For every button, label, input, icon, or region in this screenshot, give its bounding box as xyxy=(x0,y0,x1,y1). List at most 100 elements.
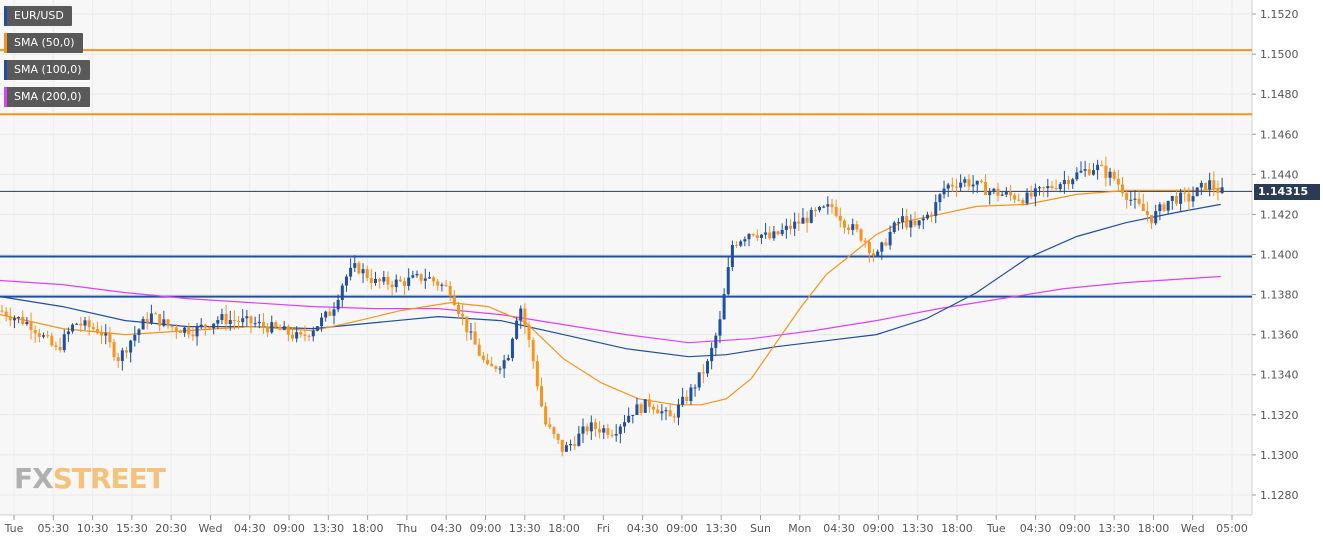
candle-body xyxy=(1017,199,1021,201)
candle-body xyxy=(1187,193,1191,202)
candle-body xyxy=(660,411,664,414)
candle-body xyxy=(797,221,801,224)
candle-body xyxy=(465,316,469,333)
legend-item-eurusd[interactable]: EUR/USD xyxy=(4,6,72,26)
x-tick-label: 13:30 xyxy=(509,522,541,535)
candle-body xyxy=(664,410,668,412)
candle-body xyxy=(278,327,282,330)
candle-body xyxy=(627,415,631,423)
candle-body xyxy=(141,318,145,330)
x-tick-label: 09:00 xyxy=(1059,522,1091,535)
candle-body xyxy=(349,267,353,277)
candle-body xyxy=(656,409,660,414)
candle-body xyxy=(851,224,855,230)
x-tick-label: 04:30 xyxy=(430,522,462,535)
candle-body xyxy=(1050,186,1054,189)
candle-body xyxy=(112,342,116,358)
y-tick-label: 1.1520 xyxy=(1260,8,1299,21)
candle-body xyxy=(701,372,705,374)
candle-body xyxy=(295,332,299,339)
candle-body xyxy=(66,331,70,335)
candle-body xyxy=(593,422,597,429)
y-tick-label: 1.1360 xyxy=(1260,329,1299,342)
candle-body xyxy=(776,231,780,235)
candle-body xyxy=(1150,215,1154,224)
candle-body xyxy=(515,320,519,339)
y-tick-label: 1.1340 xyxy=(1260,369,1299,382)
candle-body xyxy=(1071,179,1075,185)
candle-body xyxy=(291,334,294,339)
x-tick-label: Thu xyxy=(396,522,418,535)
logo-street: STREET xyxy=(52,462,166,495)
candle-body xyxy=(481,355,485,360)
candle-body xyxy=(166,319,170,327)
candle-body xyxy=(556,434,560,440)
candle-body xyxy=(336,299,340,310)
candle-body xyxy=(523,308,527,326)
x-tick-label: 09:00 xyxy=(273,522,305,535)
candle-body xyxy=(261,321,265,327)
candle-body xyxy=(299,332,303,335)
candle-body xyxy=(527,325,531,340)
candle-body xyxy=(274,322,278,328)
y-tick-label: 1.1380 xyxy=(1260,289,1299,302)
candle-body xyxy=(888,231,892,246)
candle-body xyxy=(452,296,456,306)
candle-body xyxy=(212,323,216,329)
candle-body xyxy=(1054,188,1058,190)
candle-body xyxy=(17,317,21,319)
legend-item-sma50[interactable]: SMA (50,0) xyxy=(4,33,83,53)
candle-body xyxy=(905,216,909,228)
candle-body xyxy=(457,305,460,314)
candle-body xyxy=(1220,187,1224,194)
candle-body xyxy=(241,318,245,323)
candle-body xyxy=(170,326,174,328)
candle-body xyxy=(722,294,726,320)
x-tick-label: 13:30 xyxy=(705,522,737,535)
candle-body xyxy=(1100,164,1104,166)
candle-body xyxy=(270,322,274,333)
candle-body xyxy=(834,206,838,216)
candle-body xyxy=(1116,178,1120,185)
candle-body xyxy=(830,204,834,207)
legend-item-sma200[interactable]: SMA (200,0) xyxy=(4,87,90,107)
candle-body xyxy=(959,182,963,188)
legend-item-sma100[interactable]: SMA (100,0) xyxy=(4,60,90,80)
candle-body xyxy=(751,234,755,236)
candle-body xyxy=(21,317,25,324)
candle-body xyxy=(639,404,643,413)
candle-body xyxy=(689,387,693,402)
legend-label: EUR/USD xyxy=(14,9,64,22)
sma-50-line xyxy=(0,187,1221,406)
candle-body xyxy=(855,224,859,230)
candle-body xyxy=(469,331,473,333)
candle-body xyxy=(162,319,166,326)
candle-body xyxy=(863,240,867,242)
candle-body xyxy=(91,327,95,330)
candle-body xyxy=(386,276,390,285)
x-tick-label: Tue xyxy=(4,522,24,535)
candle-body xyxy=(564,445,568,452)
candle-body xyxy=(361,269,365,274)
candle-body xyxy=(1216,188,1220,194)
logo-fx: FX xyxy=(14,462,54,495)
candle-body xyxy=(1025,192,1029,204)
y-tick-label: 1.1480 xyxy=(1260,88,1299,101)
candle-body xyxy=(975,180,979,185)
candle-body xyxy=(672,416,676,418)
legend-swatch xyxy=(4,60,7,80)
candle-body xyxy=(1125,193,1129,200)
candle-body xyxy=(83,320,87,326)
candle-body xyxy=(930,214,934,216)
candle-body xyxy=(685,396,689,402)
candle-body xyxy=(394,279,398,288)
candle-body xyxy=(382,276,386,282)
candle-body xyxy=(1166,200,1170,211)
candle-body xyxy=(1079,170,1083,173)
candle-body xyxy=(772,231,776,239)
y-tick-label: 1.1500 xyxy=(1260,48,1299,61)
candle-body xyxy=(560,439,564,452)
x-tick-label: 18:00 xyxy=(352,522,384,535)
candle-body xyxy=(1137,198,1141,204)
candle-body xyxy=(1133,198,1137,200)
